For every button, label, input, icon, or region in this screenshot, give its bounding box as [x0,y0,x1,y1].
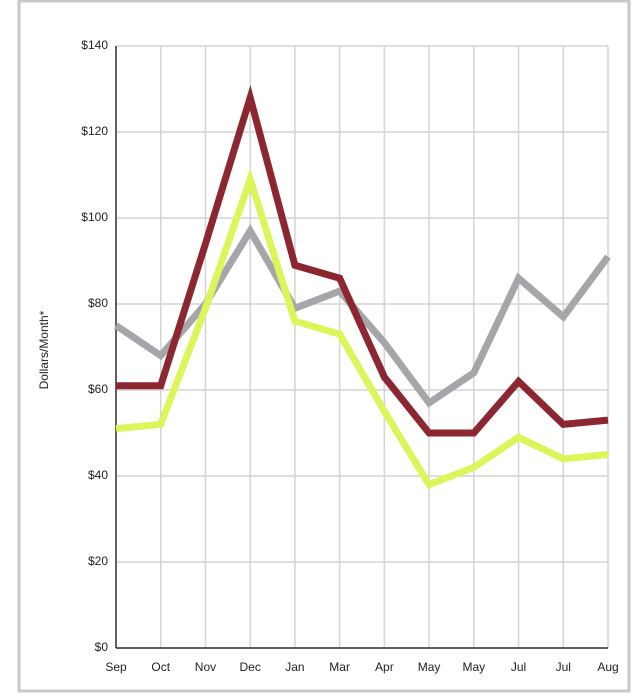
y-tick-label: $20 [88,554,108,568]
line-series [116,84,609,437]
y-tick-label: $80 [88,296,108,310]
line-series [115,168,609,489]
x-tick-label: Mar [329,660,350,674]
x-tick-label: Nov [195,660,216,674]
y-tick-label: $40 [88,468,108,482]
x-tick-label: Aug [597,660,618,674]
y-tick-label: $120 [81,124,108,138]
y-axis-label: Dollars/Month* [37,310,51,389]
y-tick-label: $0 [95,640,109,654]
y-tick-label: $100 [81,210,108,224]
y-tick-label: $60 [88,382,108,396]
x-tick-label: Dec [240,660,261,674]
line-series [114,224,611,408]
y-tick-label: $140 [81,38,108,52]
x-tick-label: Jul [556,660,571,674]
x-tick-label: Oct [151,660,170,674]
x-tick-label: Jul [511,660,526,674]
frame [17,0,631,693]
x-tick-label: Jan [285,660,304,674]
x-tick-label: Sep [105,660,127,674]
x-tick-label: Apr [375,660,394,674]
x-tick-label: May [462,660,485,674]
x-tick-label: May [418,660,441,674]
